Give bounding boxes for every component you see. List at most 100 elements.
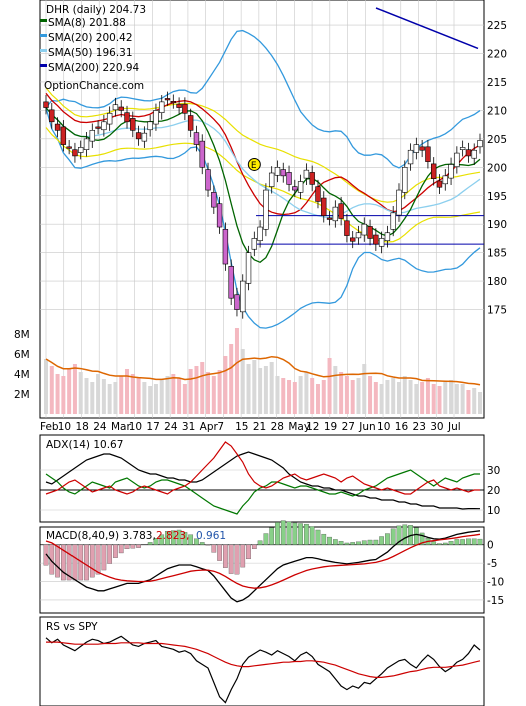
volume-bar [130,374,135,414]
x-axis-label: 10 [129,421,142,433]
candle-body [454,152,460,168]
candle-body [297,181,304,193]
price-y-tick-label: 185 [487,248,507,260]
legend-label: SMA(20) 200.42 [48,32,133,44]
adx-content: 10 20 30 [40,441,500,517]
macd-histogram-bar [228,544,234,574]
legend-items: SMA(8) 201.88 SMA(20) 200.42 SMA(50) 196.3… [40,17,140,74]
candle-body [448,164,454,179]
macd-histogram-bar [246,544,251,560]
x-axis-label: 21 [253,421,266,433]
watermark: OptionChance.com [44,80,144,92]
macd-histogram-bar [107,544,113,564]
volume-bar [101,379,106,414]
candle-body [72,149,78,157]
candle-body [170,101,177,104]
adx-y-tick-label: 30 [487,465,500,477]
volume-bar [217,370,222,414]
volume-y-tick-label: 4M [14,369,30,381]
macd-histogram-bar [402,524,408,545]
candle-body [43,101,49,108]
candle-body [315,186,321,202]
volume-bar [240,349,245,414]
volume-bar [223,356,228,414]
macd-histogram-bar [257,540,263,545]
candle-body [193,132,200,145]
candle-body [338,203,344,219]
macd-histogram-bar [338,541,344,545]
volume-bar [165,376,170,414]
macd-histogram-bar [332,539,338,545]
macd-histogram-bar [269,527,275,545]
volume-bar [252,360,257,414]
price-y-ticks: 175 180 185 190 195 200 205 210 215 220 225 [487,20,507,316]
macd-histogram-bar [454,539,460,545]
volume-bar [292,382,297,414]
x-axis-label: 23 [413,421,426,433]
candle-body [373,234,379,245]
volume-bar [194,366,199,414]
volume-bar [84,378,89,414]
legend-label: SMA(200) 220.94 [48,62,140,74]
candle-body [326,217,333,220]
price-y-tick-label: 200 [487,162,507,174]
candle-body [101,121,107,131]
candle-body [164,98,171,101]
rs-content [45,635,481,704]
candle-body [211,192,217,208]
macd-histogram-bar [182,532,188,545]
macd-histogram-bar [466,538,471,545]
x-axis-label: 10 [377,421,390,433]
macd-histogram-bar [292,522,298,545]
volume-bar [327,358,332,414]
volume-bar [159,379,164,414]
volume-bar [414,384,419,414]
volume-bar [153,384,158,414]
keltner-lower [45,127,481,243]
price-frame [39,0,485,419]
volume-bar [350,380,355,414]
macd-histogram-bar [356,541,361,545]
macd-histogram-bar [159,534,165,545]
x-axis-label: May [288,421,310,433]
candle-body [419,146,425,151]
macd-histogram-bar [170,530,176,545]
x-axis-label: 18 [75,421,88,433]
x-axis-label: 15 [235,421,248,433]
adx-y-tick-label: 20 [487,485,500,497]
volume-bar [148,386,153,414]
macd-histogram-bar [396,525,402,545]
candle-body [286,172,292,185]
candle-body [95,126,101,129]
rs-panel: RS vs SPY [39,616,485,706]
macd-series-signal [45,533,481,589]
macd-y-tick-label: -10 [487,577,504,589]
macd-histogram-bar [147,542,153,545]
price-content: E [43,7,484,329]
volume-bar [107,384,112,414]
keltner-upper [45,87,481,203]
candle-body [309,172,315,185]
volume-bar [315,384,320,414]
volume-bar [396,382,401,414]
macd-histogram-bar [309,526,315,545]
volume-bar [373,382,378,414]
macd-histogram-bar [477,538,483,545]
candle-body [263,189,269,230]
volume-bar [182,384,187,414]
volume-bar [333,366,338,414]
legend-swatch [40,49,47,52]
macd-histogram-bar [211,544,217,553]
chart-title: DHR (daily) 204.73 [46,4,146,16]
x-axis-label: Mar [111,421,131,433]
macd-histogram-bar [263,533,269,545]
volume-bar [287,380,292,414]
legend-label: SMA(50) 196.31 [48,47,133,59]
candle-body [245,252,252,284]
volume-bar [478,392,482,414]
macd-histogram-bar [361,540,367,545]
x-axis-label: 17 [146,421,159,433]
volume-bar [344,376,349,414]
volume-bar [443,382,448,414]
x-axis-label: 19 [324,421,337,433]
